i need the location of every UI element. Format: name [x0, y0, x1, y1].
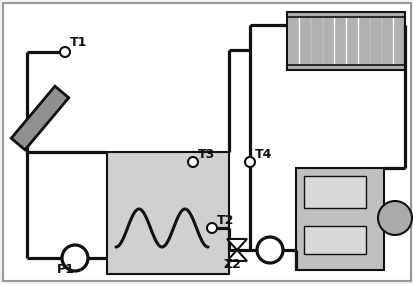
Bar [393, 14, 403, 68]
Circle shape [62, 245, 88, 271]
Text: T1: T1 [70, 36, 87, 49]
Polygon shape [226, 250, 247, 261]
Bar [370, 14, 380, 68]
Polygon shape [11, 86, 69, 150]
Text: T3: T3 [197, 148, 215, 161]
Text: P1: P1 [57, 263, 75, 276]
Bar [323, 14, 332, 68]
Bar [303, 226, 365, 254]
Text: T2: T2 [216, 214, 234, 227]
Bar [346, 14, 356, 68]
Circle shape [244, 157, 254, 167]
Bar [286, 12, 404, 70]
Bar [358, 14, 368, 68]
Bar [107, 152, 228, 274]
Circle shape [256, 237, 282, 263]
Bar [311, 14, 321, 68]
Polygon shape [226, 239, 247, 250]
Text: T4: T4 [254, 148, 272, 161]
Circle shape [188, 157, 197, 167]
Bar [299, 14, 309, 68]
Bar [286, 12, 404, 17]
Bar [286, 65, 404, 70]
Bar [287, 14, 297, 68]
Bar [334, 14, 344, 68]
Bar [303, 176, 365, 208]
Circle shape [60, 47, 70, 57]
Circle shape [206, 223, 216, 233]
Circle shape [377, 201, 411, 235]
Text: Z2: Z2 [223, 258, 241, 271]
Bar [381, 14, 392, 68]
Bar [295, 168, 383, 270]
